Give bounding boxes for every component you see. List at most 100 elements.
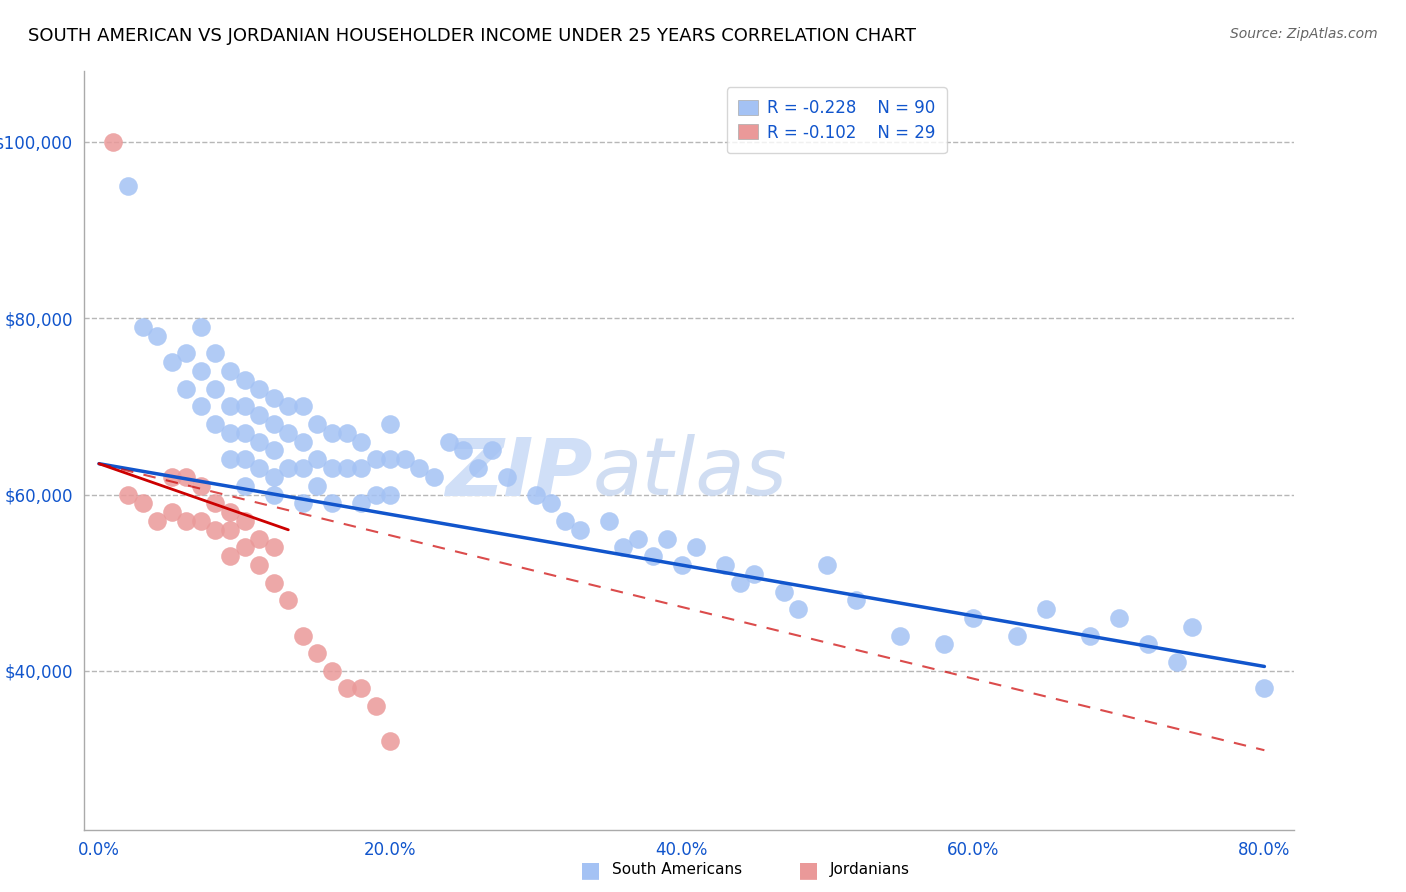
Point [160,355,183,369]
Point [787,602,810,616]
Point [247,532,270,546]
Point [364,699,387,714]
Point [277,593,299,607]
Point [364,452,387,467]
Legend: R = -0.228    N = 90, R = -0.102    N = 29: R = -0.228 N = 90, R = -0.102 N = 29 [727,87,946,153]
Point [263,487,285,501]
Point [889,629,911,643]
Point [962,611,984,625]
Point [247,434,270,449]
Point [219,425,242,440]
Point [146,514,169,528]
Point [714,558,737,572]
Point [160,505,183,519]
Point [117,487,139,501]
Point [815,558,838,572]
Text: atlas: atlas [592,434,787,512]
Point [1005,629,1028,643]
Point [247,461,270,475]
Point [307,417,329,431]
Point [190,320,212,334]
Point [321,664,343,678]
Point [219,400,242,414]
Point [307,646,329,660]
Point [131,320,153,334]
Point [685,541,707,555]
Text: Jordanians: Jordanians [830,863,910,877]
Point [247,408,270,422]
Point [219,452,242,467]
Point [247,382,270,396]
Point [176,470,198,484]
Point [451,443,474,458]
Point [321,461,343,475]
Point [1078,629,1101,643]
Point [263,443,285,458]
Point [932,637,955,651]
Point [728,575,751,590]
Point [394,452,416,467]
Point [277,425,299,440]
Point [117,178,139,193]
Point [307,452,329,467]
Point [671,558,693,572]
Point [263,470,285,484]
Point [233,479,256,493]
Point [1253,681,1275,696]
Point [772,584,794,599]
Point [160,470,183,484]
Point [350,434,373,449]
Point [350,681,373,696]
Point [291,629,314,643]
Point [321,425,343,440]
Point [554,514,576,528]
Point [744,566,766,581]
Point [204,496,226,510]
Point [263,417,285,431]
Point [655,532,678,546]
Point [380,417,402,431]
Point [263,541,285,555]
Point [204,346,226,360]
Point [364,487,387,501]
Point [291,400,314,414]
Point [336,461,359,475]
Point [176,346,198,360]
Point [1180,620,1202,634]
Text: ■: ■ [581,860,600,880]
Point [146,329,169,343]
Point [1166,655,1188,669]
Point [641,549,664,564]
Point [524,487,547,501]
Point [423,470,446,484]
Point [321,496,343,510]
Text: SOUTH AMERICAN VS JORDANIAN HOUSEHOLDER INCOME UNDER 25 YEARS CORRELATION CHART: SOUTH AMERICAN VS JORDANIAN HOUSEHOLDER … [28,27,917,45]
Point [176,514,198,528]
Point [247,558,270,572]
Point [350,461,373,475]
Point [131,496,153,510]
Text: South Americans: South Americans [612,863,742,877]
Point [219,364,242,378]
Point [307,479,329,493]
Point [263,391,285,405]
Point [204,417,226,431]
Text: Source: ZipAtlas.com: Source: ZipAtlas.com [1230,27,1378,41]
Point [495,470,517,484]
Point [291,434,314,449]
Point [176,382,198,396]
Point [263,575,285,590]
Point [219,505,242,519]
Point [204,382,226,396]
Point [627,532,650,546]
Point [1035,602,1057,616]
Text: ZIP: ZIP [444,434,592,512]
Point [568,523,591,537]
Point [612,541,634,555]
Text: ■: ■ [799,860,818,880]
Point [336,425,359,440]
Point [103,135,125,149]
Point [219,523,242,537]
Point [233,373,256,387]
Point [481,443,503,458]
